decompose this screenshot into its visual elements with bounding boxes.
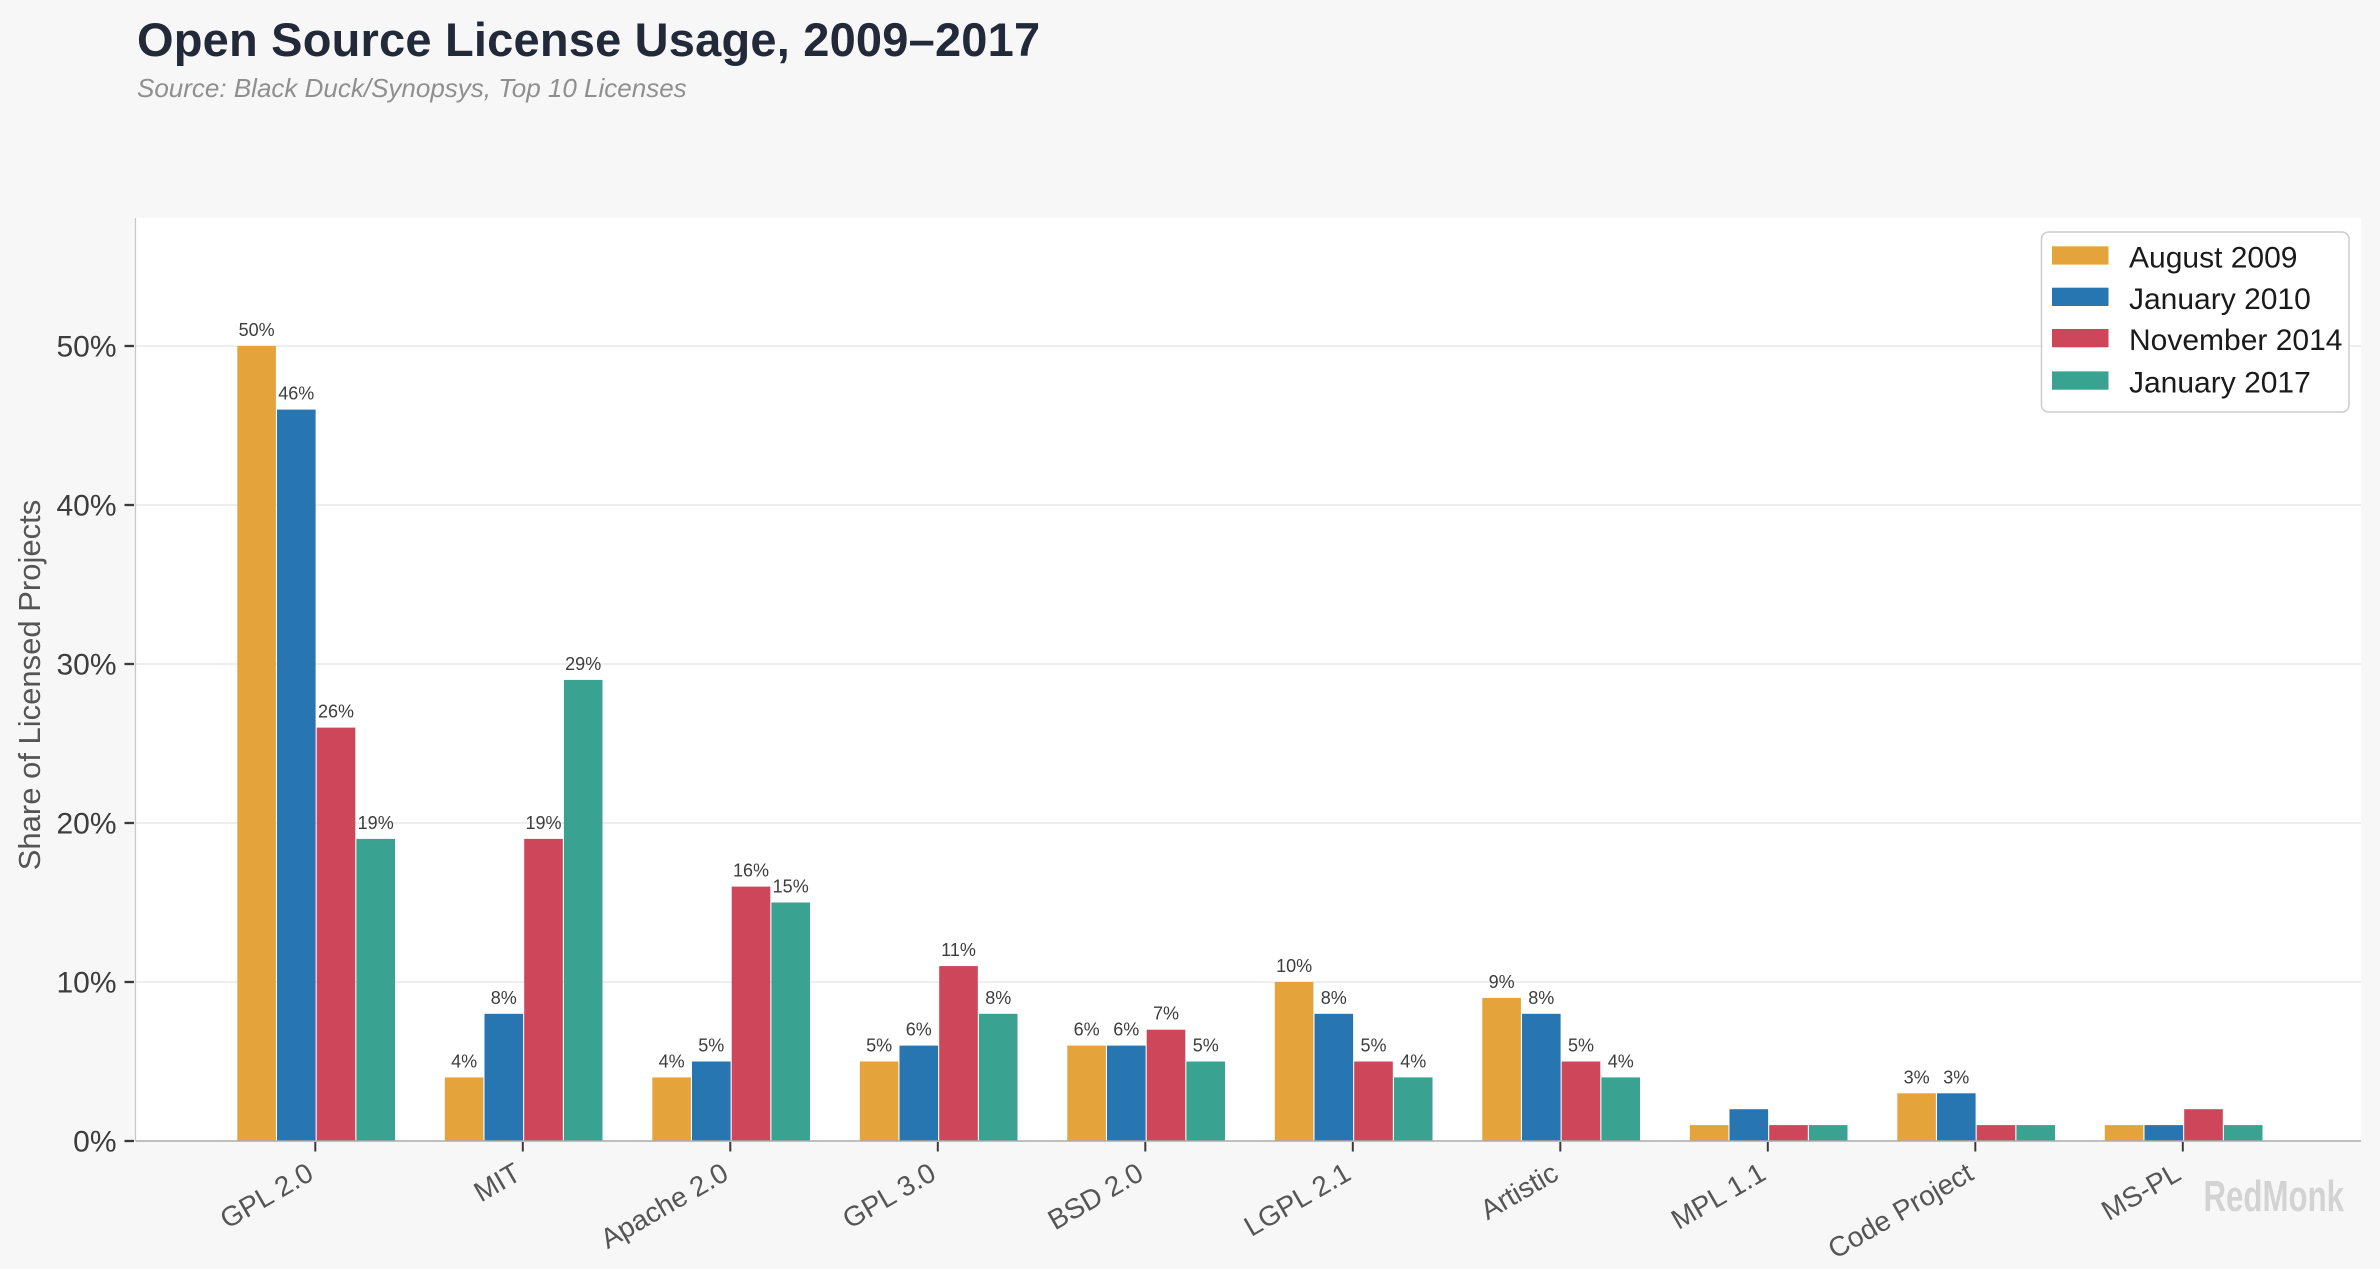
svg-text:4%: 4% — [451, 1051, 477, 1071]
svg-text:8%: 8% — [985, 988, 1011, 1008]
svg-text:6%: 6% — [1074, 1020, 1100, 1040]
svg-text:January 2017: January 2017 — [2129, 367, 2311, 400]
svg-text:November 2014: November 2014 — [2129, 324, 2342, 357]
svg-text:50%: 50% — [56, 331, 116, 364]
svg-text:5%: 5% — [1360, 1036, 1386, 1056]
svg-text:5%: 5% — [1193, 1036, 1219, 1056]
svg-text:Source: Black Duck/Synopsys, T: Source: Black Duck/Synopsys, Top 10 Lice… — [137, 73, 687, 103]
svg-text:26%: 26% — [318, 702, 354, 722]
svg-text:30%: 30% — [56, 649, 116, 682]
svg-text:8%: 8% — [1321, 988, 1347, 1008]
svg-text:5%: 5% — [698, 1036, 724, 1056]
svg-text:10%: 10% — [1276, 956, 1312, 976]
svg-text:16%: 16% — [733, 861, 769, 881]
svg-text:50%: 50% — [239, 320, 275, 340]
svg-text:8%: 8% — [1528, 988, 1554, 1008]
svg-text:4%: 4% — [659, 1051, 685, 1071]
svg-text:0%: 0% — [73, 1126, 116, 1159]
svg-text:5%: 5% — [866, 1036, 892, 1056]
svg-text:August 2009: August 2009 — [2129, 242, 2297, 275]
svg-text:19%: 19% — [525, 813, 561, 833]
svg-text:5%: 5% — [1568, 1036, 1594, 1056]
svg-text:19%: 19% — [358, 813, 394, 833]
svg-text:40%: 40% — [56, 490, 116, 523]
svg-text:46%: 46% — [278, 384, 314, 404]
svg-text:9%: 9% — [1489, 972, 1515, 992]
svg-text:Open Source License Usage, 200: Open Source License Usage, 2009–2017 — [137, 13, 1040, 66]
svg-text:6%: 6% — [1113, 1020, 1139, 1040]
svg-text:RedMonk: RedMonk — [2204, 1172, 2345, 1222]
svg-text:Share of Licensed Projects: Share of Licensed Projects — [12, 500, 47, 871]
svg-text:4%: 4% — [1400, 1051, 1426, 1071]
svg-text:8%: 8% — [491, 988, 517, 1008]
svg-text:4%: 4% — [1608, 1051, 1634, 1071]
svg-text:6%: 6% — [906, 1020, 932, 1040]
svg-text:29%: 29% — [565, 654, 601, 674]
svg-text:3%: 3% — [1904, 1067, 1930, 1087]
svg-text:January 2010: January 2010 — [2129, 283, 2311, 316]
svg-text:15%: 15% — [773, 877, 809, 897]
svg-text:10%: 10% — [56, 967, 116, 1000]
svg-text:7%: 7% — [1153, 1004, 1179, 1024]
svg-text:20%: 20% — [56, 808, 116, 841]
svg-text:11%: 11% — [941, 940, 976, 960]
svg-text:3%: 3% — [1943, 1067, 1969, 1087]
